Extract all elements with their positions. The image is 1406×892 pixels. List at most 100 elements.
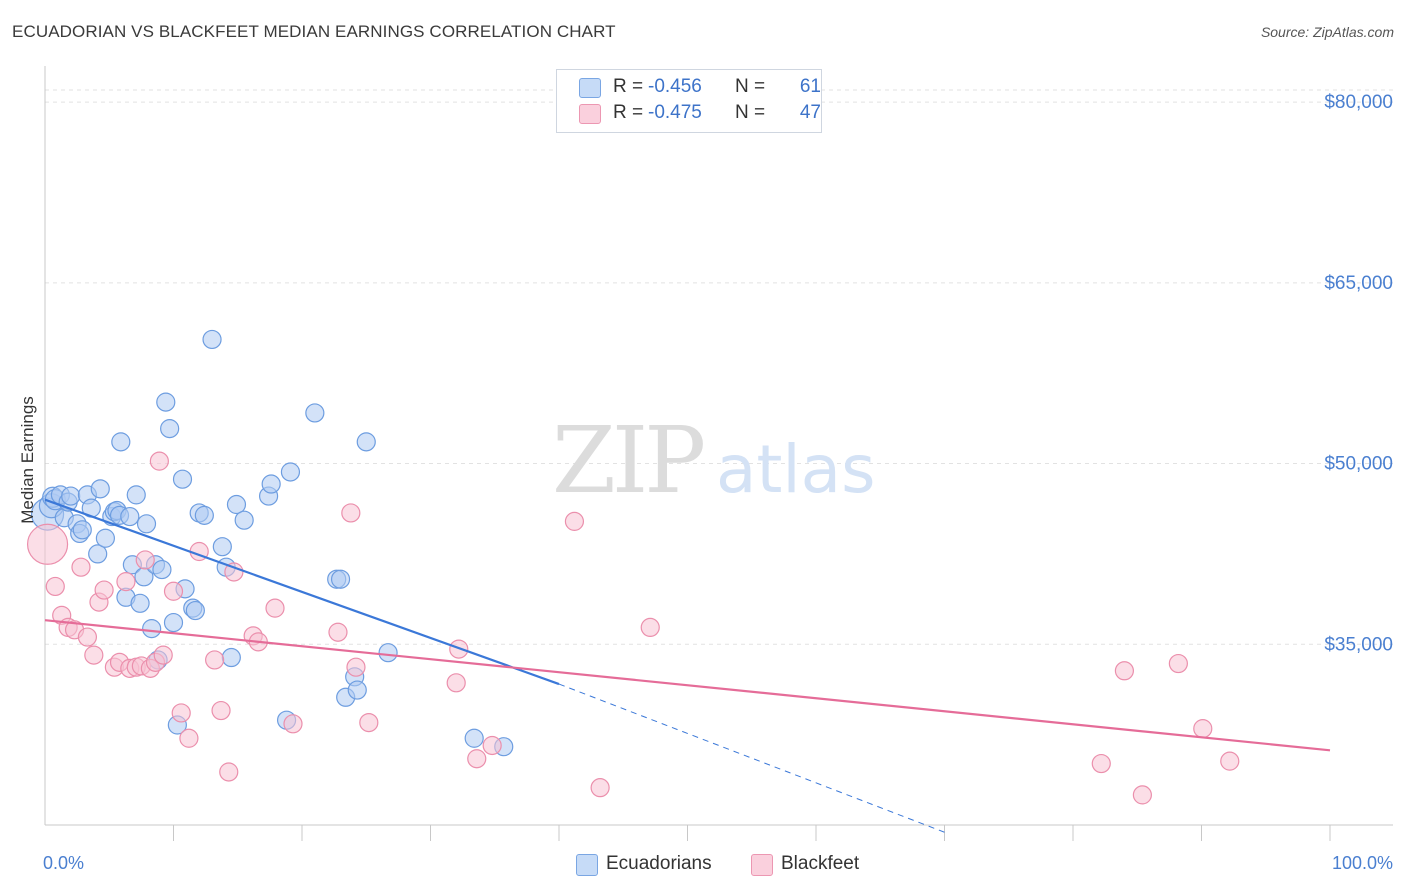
ecuadorians-point bbox=[347, 680, 367, 700]
blackfeet-point bbox=[283, 714, 303, 734]
y-tick-label: $35,000 bbox=[1324, 634, 1393, 655]
ecuadorians-point bbox=[111, 432, 131, 452]
blackfeet-point bbox=[446, 673, 466, 693]
blackfeet-point bbox=[205, 650, 225, 670]
blackfeet-point bbox=[346, 657, 366, 677]
blackfeet-point bbox=[482, 735, 502, 756]
ecuadorians-point bbox=[202, 329, 222, 350]
legend-r-value: -0.475 bbox=[648, 102, 702, 123]
axes bbox=[44, 66, 1393, 841]
blackfeet-point bbox=[77, 627, 98, 647]
y-tick-label: $65,000 bbox=[1324, 273, 1393, 294]
ecuadorians-trendline-extension bbox=[558, 683, 945, 833]
blackfeet-point bbox=[224, 562, 244, 582]
x-tick-label: 0.0% bbox=[43, 853, 84, 873]
ecuadorians-points bbox=[30, 329, 514, 757]
blackfeet-points bbox=[26, 451, 1240, 805]
blackfeet-point bbox=[94, 580, 114, 600]
ecuadorians-point bbox=[142, 619, 162, 639]
ecuadorians-point bbox=[378, 643, 398, 663]
grid-lines bbox=[45, 89, 1393, 645]
legend-swatch-pink bbox=[579, 104, 601, 124]
blackfeet-point bbox=[328, 622, 348, 642]
ecuadorians-point bbox=[261, 474, 281, 494]
ecuadorians-point bbox=[88, 544, 108, 564]
x-tick-label: 100.0% bbox=[1332, 853, 1393, 873]
blackfeet-point bbox=[1193, 719, 1213, 739]
blackfeet-point bbox=[45, 576, 65, 597]
ecuadorians-point bbox=[234, 510, 254, 530]
blackfeet-point bbox=[640, 617, 660, 638]
blackfeet-point bbox=[149, 451, 169, 471]
legend-r-label: R = bbox=[613, 102, 644, 123]
blackfeet-point bbox=[26, 523, 69, 565]
bottom-swatch-blue bbox=[576, 854, 598, 876]
y-axis-label: Median Earnings bbox=[18, 396, 37, 524]
blackfeet-point bbox=[211, 700, 231, 721]
blackfeet-point bbox=[116, 572, 136, 592]
legend-n-value: 61 bbox=[799, 76, 821, 97]
blackfeet-point bbox=[179, 728, 199, 748]
ecuadorians-point bbox=[95, 528, 115, 548]
blackfeet-point bbox=[1220, 751, 1240, 771]
ecuadorians-point bbox=[152, 559, 172, 580]
bottom-swatch-pink bbox=[751, 854, 773, 876]
ecuadorians-point bbox=[130, 593, 150, 613]
blackfeet-point bbox=[135, 550, 155, 570]
blackfeet-point bbox=[359, 712, 379, 733]
blackfeet-point bbox=[1132, 785, 1152, 805]
ecuadorians-point bbox=[305, 403, 325, 423]
legend-n-label: N = bbox=[735, 76, 766, 97]
blackfeet-point bbox=[1114, 661, 1135, 681]
correlation-legend: R = -0.456 N = 61 R = -0.475 N = 47 bbox=[556, 69, 822, 133]
ecuadorians-point bbox=[126, 485, 146, 505]
watermark-atlas: atlas bbox=[716, 431, 876, 508]
blackfeet-point bbox=[171, 703, 191, 723]
ecuadorians-point bbox=[136, 514, 157, 534]
ecuadorians-point bbox=[194, 505, 214, 525]
blackfeet-point bbox=[1091, 753, 1111, 774]
ecuadorians-point bbox=[120, 506, 140, 527]
ecuadorians-point bbox=[185, 600, 205, 621]
ecuadorians-point bbox=[330, 569, 351, 589]
ecuadorians-point bbox=[356, 432, 376, 452]
bottom-legend-label: Ecuadorians bbox=[606, 853, 712, 874]
ecuadorians-point bbox=[221, 647, 241, 668]
ecuadorians-point bbox=[156, 392, 176, 412]
legend-n-value: 47 bbox=[799, 102, 821, 123]
blackfeet-point bbox=[564, 511, 585, 531]
ecuadorians-point bbox=[226, 494, 247, 515]
ecuadorians-point bbox=[163, 612, 184, 633]
legend-swatch-blue bbox=[579, 78, 601, 98]
ecuadorians-point bbox=[280, 462, 301, 482]
chart-title: ECUADORIAN VS BLACKFEET MEDIAN EARNINGS … bbox=[12, 22, 616, 41]
y-tick-label: $80,000 bbox=[1324, 92, 1393, 113]
trendlines bbox=[44, 498, 1331, 833]
ecuadorians-point bbox=[464, 728, 484, 748]
y-tick-label: $50,000 bbox=[1324, 454, 1393, 475]
ecuadorians-point bbox=[172, 469, 193, 489]
ecuadorians-point bbox=[90, 479, 110, 499]
legend-n-label: N = bbox=[735, 102, 766, 123]
watermark-zip: ZIP bbox=[552, 407, 703, 514]
bottom-legend-label: Blackfeet bbox=[781, 853, 860, 874]
blackfeet-point bbox=[163, 581, 184, 601]
blackfeet-point bbox=[153, 645, 173, 665]
ecuadorians-trendline bbox=[44, 498, 560, 686]
legend-r-label: R = bbox=[613, 76, 644, 97]
blackfeet-point bbox=[590, 778, 610, 798]
blackfeet-trendline bbox=[44, 619, 1331, 752]
blackfeet-point bbox=[341, 503, 361, 523]
blackfeet-point bbox=[71, 557, 91, 577]
tick-labels: $35,000 $50,000 $65,000 $80,000 0.0% 100.0% bbox=[43, 92, 1393, 873]
ecuadorians-point bbox=[61, 486, 81, 506]
blackfeet-point bbox=[265, 598, 285, 618]
ecuadorians-point bbox=[160, 419, 180, 439]
ecuadorians-point bbox=[72, 520, 92, 540]
ecuadorians-point bbox=[212, 537, 232, 557]
blackfeet-point bbox=[219, 762, 239, 782]
blackfeet-point bbox=[1168, 653, 1188, 674]
blackfeet-point bbox=[84, 645, 104, 665]
legend-r-value: -0.456 bbox=[648, 76, 702, 97]
